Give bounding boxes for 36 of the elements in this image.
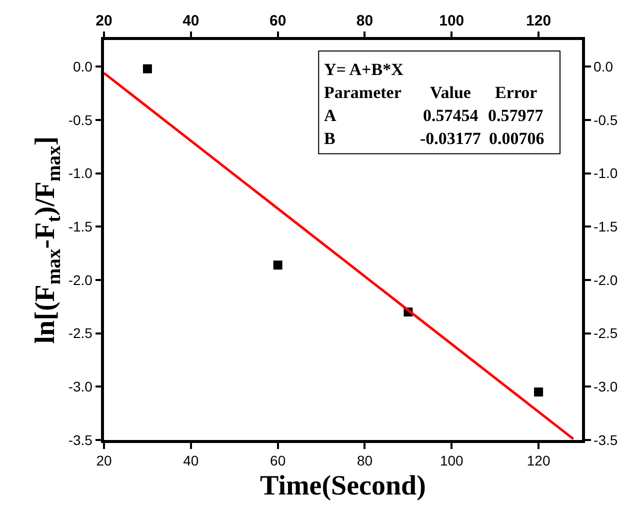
x-tick-label: 20 — [96, 12, 112, 30]
y2-tick-label: -3.5 — [594, 432, 618, 448]
y-tick-label: -0.5 — [68, 112, 93, 128]
y2-tick-label: -0.5 — [594, 112, 618, 128]
y2-tick-label: -2.0 — [594, 272, 618, 288]
x-tick-label: 60 — [269, 12, 286, 30]
x2-tick-label: 100 — [440, 452, 464, 469]
point — [534, 388, 544, 396]
x2-tick-label: 20 — [96, 452, 112, 469]
point — [273, 260, 282, 270]
y-tick-label: 0.0 — [72, 58, 93, 75]
x-axis-title: Time(Second) — [260, 470, 426, 502]
x-tick-label: 120 — [526, 12, 552, 30]
y2-tick-label: -2.5 — [594, 325, 618, 342]
point — [142, 64, 152, 74]
x-tick-label: 40 — [182, 12, 200, 30]
x2-tick-label: 80 — [356, 452, 373, 469]
x-tick-label: 80 — [356, 12, 374, 30]
y-tick-label: -1.0 — [68, 165, 93, 182]
x2-tick-label: 120 — [526, 452, 550, 469]
text: B -0.03177 0.00706 — [324, 129, 544, 148]
y2-tick-label: 0.0 — [594, 58, 614, 75]
x-tick-label: 100 — [439, 12, 464, 30]
x2-tick-label: 60 — [270, 452, 286, 469]
annotation: Y= A+B*X — [324, 60, 404, 79]
y-tick-label: -2.5 — [68, 325, 93, 342]
text: A 0.57454 0.57977 — [324, 106, 544, 125]
y-tick-label: -2.0 — [68, 272, 93, 288]
y2-tick-label: -1.5 — [594, 218, 618, 235]
text: Parameter Value Error — [324, 83, 538, 102]
y-tick-label: -1.5 — [68, 218, 93, 235]
y2-tick-label: -1.0 — [594, 165, 618, 182]
y2-tick-label: -3.0 — [594, 378, 618, 395]
x2-tick-label: 40 — [183, 452, 199, 469]
y-tick-label: -3.5 — [68, 432, 93, 448]
y-tick-label: -3.0 — [68, 378, 93, 395]
